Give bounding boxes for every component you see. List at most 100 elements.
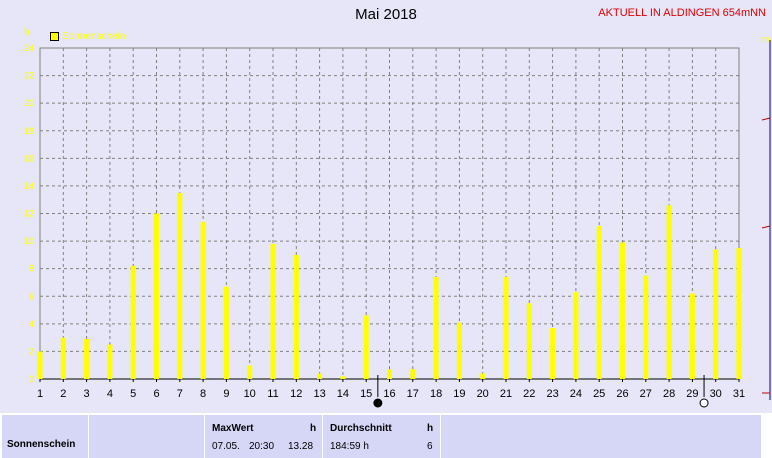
x-tick-label: 3 [84, 388, 90, 400]
avg-value: 184:59 h [330, 441, 369, 452]
x-tick-label: 30 [710, 388, 722, 400]
y-tick-label: 6 [29, 291, 34, 301]
bar [247, 365, 253, 379]
bar [130, 265, 136, 379]
bar [317, 373, 323, 379]
x-tick-label: 19 [453, 388, 465, 400]
right-axis-decoration [761, 40, 771, 400]
bar [340, 376, 346, 379]
legend-label: Sonnenschein [62, 31, 126, 42]
avg-unit: h [427, 423, 434, 434]
y-tick-label: 12 [24, 209, 34, 219]
avg-count: 6 [427, 441, 433, 452]
sunshine-chart: 1 2 3 4 5 6 7 8 9 10 11 12 13 14 15 16 17 18 19 20 21 22 23 24 2… [24, 40, 771, 408]
bar [37, 351, 43, 379]
bar [573, 292, 579, 379]
x-tick-label: 8 [200, 388, 206, 400]
bar [60, 337, 66, 379]
x-tick-label: 9 [223, 388, 229, 400]
row-label: Sonnenschein [7, 439, 76, 450]
x-tick-label: 31 [733, 388, 745, 400]
bar [503, 276, 509, 379]
x-tick-label: 18 [430, 388, 442, 400]
x-tick-label: 1 [37, 388, 43, 400]
stats-table: Sonnenschein MaxWert h 07.05. 20:30 13.2… [0, 413, 772, 458]
x-tick-label: 6 [153, 388, 159, 400]
grid [39, 47, 740, 380]
right-axis-unit: m [762, 34, 770, 44]
bar [689, 293, 695, 379]
bar [736, 247, 742, 379]
y-tick-label: 18 [24, 126, 34, 136]
bar [84, 339, 90, 379]
x-tick-label: 28 [663, 388, 675, 400]
bar [666, 205, 672, 379]
bar [107, 344, 113, 379]
full-moon-marker [699, 398, 709, 408]
y-tick-label: 10 [24, 236, 34, 246]
bar [433, 276, 439, 379]
bars [37, 192, 742, 379]
bar [387, 369, 392, 379]
bar [596, 225, 602, 379]
y-tick-label: 0 [29, 374, 34, 384]
y-tick-label: 16 [24, 153, 34, 163]
max-unit: h [310, 423, 317, 434]
x-tick-label: 23 [546, 388, 558, 400]
bar [363, 315, 369, 379]
bar [456, 322, 462, 379]
new-moon-marker [373, 398, 383, 408]
stats-label-cell: Sonnenschein [2, 415, 88, 458]
y-tick-label: 8 [29, 264, 34, 274]
moon-markers [373, 375, 709, 408]
bar [270, 243, 276, 379]
station-label: AKTUELL IN ALDINGEN 654mNN [598, 7, 766, 19]
bar [223, 286, 229, 379]
x-tick-label: 13 [313, 388, 325, 400]
x-tick-label: 29 [686, 388, 698, 400]
bar [410, 369, 416, 379]
bar [293, 254, 299, 379]
x-tick-labels: 1 2 3 4 5 6 7 8 9 10 11 12 13 14 15 16 17 18 19 20 21 22 23 24 2… [37, 379, 745, 400]
bar [177, 192, 183, 379]
x-tick-label: 10 [244, 388, 256, 400]
max-value: 13.28 [288, 441, 314, 452]
y-tick-label: 4 [29, 319, 34, 329]
x-tick-label: 16 [383, 388, 395, 400]
bar [154, 213, 159, 379]
legend-swatch [50, 32, 59, 41]
x-tick-label: 7 [177, 388, 183, 400]
y-tick-label: 24 [24, 43, 34, 53]
y-tick-label: 22 [24, 71, 34, 81]
x-tick-label: 21 [500, 388, 512, 400]
x-tick-label: 22 [523, 388, 535, 400]
x-tick-label: 26 [616, 388, 628, 400]
bar [526, 303, 532, 379]
bar [480, 373, 486, 379]
bar [643, 275, 649, 379]
max-header: MaxWert [212, 423, 254, 434]
y-tick-label: 14 [24, 181, 34, 191]
stats-empty-cell [441, 415, 761, 458]
stats-avg-cell: Durchschnitt h 184:59 h 6 [323, 415, 440, 458]
bar [550, 327, 556, 379]
bar [713, 249, 719, 379]
bar [620, 242, 625, 379]
x-tick-label: 5 [130, 388, 136, 400]
x-tick-label: 24 [570, 388, 582, 400]
y-tick-label: 2 [29, 346, 34, 356]
legend: Sonnenschein [50, 31, 125, 42]
avg-header: Durchschnitt [330, 423, 392, 434]
x-tick-label: 20 [477, 388, 489, 400]
x-tick-label: 25 [593, 388, 605, 400]
chart-title: Mai 2018 [355, 6, 417, 23]
x-tick-label: 17 [407, 388, 419, 400]
x-tick-label: 11 [267, 388, 278, 400]
x-tick-label: 12 [290, 388, 302, 400]
x-tick-label: 27 [640, 388, 652, 400]
max-date: 07.05. [212, 441, 240, 452]
stats-max-cell: MaxWert h 07.05. 20:30 13.28 [205, 415, 322, 458]
max-time: 20:30 [249, 441, 275, 452]
x-tick-label: 2 [60, 388, 66, 400]
